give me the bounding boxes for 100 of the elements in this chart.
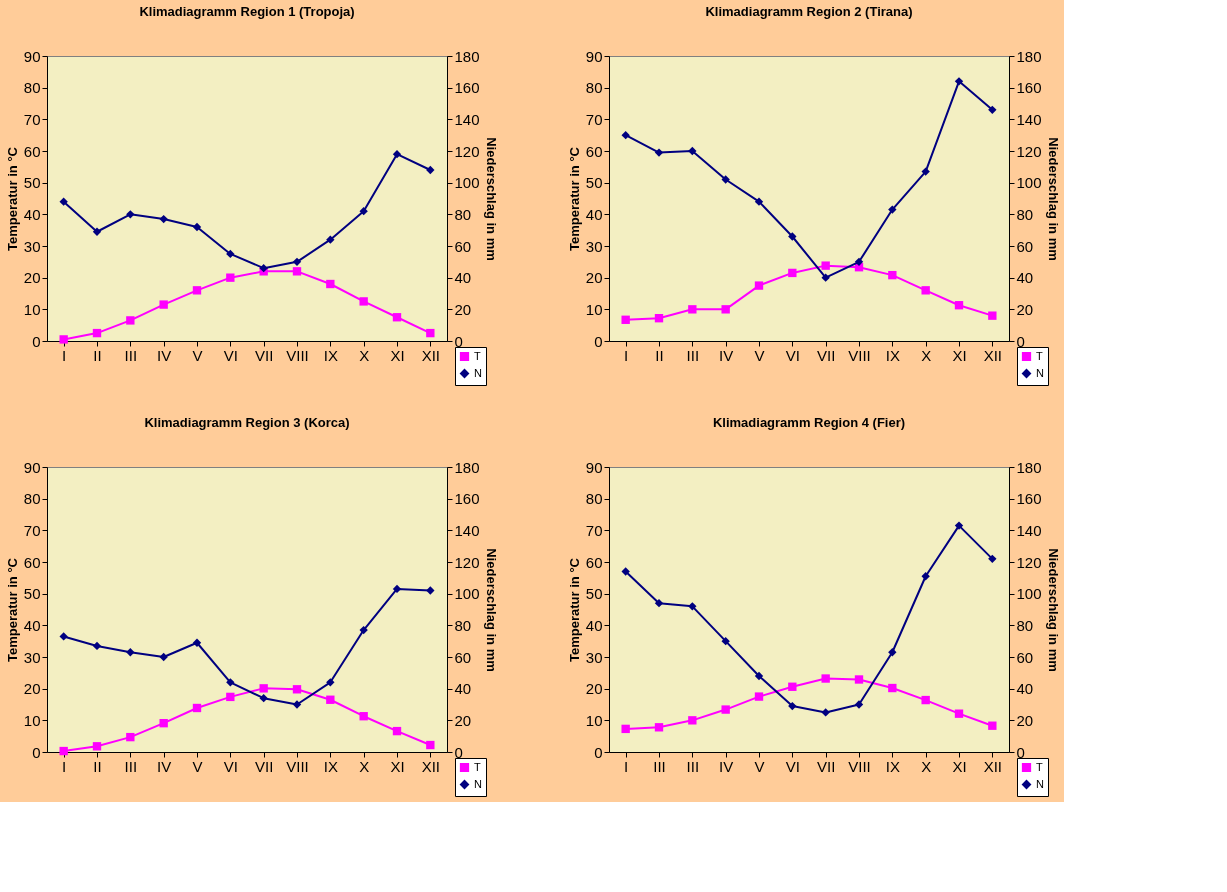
point (654, 723, 664, 732)
point (359, 625, 368, 635)
x-tick-label: III (686, 346, 700, 364)
chart-title: Klimadiagramm Region 4 (Fier) (712, 415, 906, 430)
y2-tick-label: 40 (454, 680, 472, 698)
point (392, 149, 402, 159)
x-tick-label: IV (157, 346, 172, 364)
y-tick-label: 10 (585, 711, 603, 729)
point (954, 521, 964, 530)
point (159, 300, 168, 309)
point (326, 695, 335, 704)
y-axis-title: Temperatur in °C (566, 557, 582, 662)
y2-tick-label: 120 (454, 142, 480, 160)
y-tick-label: 80 (585, 490, 603, 508)
point (326, 279, 335, 289)
point (854, 257, 864, 267)
chart-title: Klimadiagramm Region 3 (Korca) (144, 415, 350, 430)
point (59, 746, 68, 756)
y2-tick-label: 0 (1016, 743, 1025, 761)
y-tick-label: 70 (23, 521, 41, 539)
y2-tick-label: 180 (454, 47, 480, 65)
point (688, 716, 697, 725)
x-tick-label: VIII (286, 757, 309, 775)
x-tick-label: V (754, 757, 765, 775)
point (259, 684, 268, 693)
x-tick-label: III (124, 346, 138, 364)
point (788, 682, 797, 691)
point (788, 232, 797, 241)
legend-label: N (1036, 366, 1044, 379)
x-tick-label: I (62, 346, 67, 364)
point (326, 235, 335, 244)
y-tick-label: 30 (585, 237, 603, 255)
y-tick-label: 20 (585, 269, 603, 287)
x-tick-label: V (192, 346, 203, 364)
y-tick-label: 40 (585, 616, 603, 634)
y2-tick-label: 80 (454, 205, 472, 223)
x-tick-label: XI (952, 757, 967, 775)
x-tick-label: XII (421, 346, 441, 364)
y2-tick-label: 80 (1016, 616, 1034, 634)
point (226, 678, 235, 687)
point (92, 227, 102, 236)
point (426, 165, 435, 175)
point (654, 148, 664, 157)
point (954, 301, 964, 310)
point (159, 719, 168, 728)
y-tick-label: 10 (23, 300, 41, 318)
point (359, 712, 368, 721)
y-tick-label: 20 (23, 269, 41, 287)
point (888, 648, 897, 657)
point (192, 638, 202, 647)
y-tick-label: 90 (585, 458, 603, 476)
x-tick-label: IX (885, 346, 900, 364)
point (126, 316, 135, 325)
y2-tick-label: 80 (1016, 205, 1034, 223)
x-tick-label: IV (719, 346, 734, 364)
point (292, 257, 302, 267)
point (159, 652, 168, 662)
point (988, 721, 997, 730)
y-axis-title: Temperatur in °C (566, 146, 582, 251)
point (621, 130, 630, 140)
x-tick-label: II (93, 757, 102, 775)
point (192, 222, 202, 232)
x-tick-label: II (93, 346, 102, 364)
point (259, 693, 268, 703)
x-tick-label: VII (254, 757, 274, 775)
x-tick-label: XII (983, 757, 1003, 775)
point (921, 695, 930, 705)
point (688, 146, 697, 156)
y2-tick-label: 0 (454, 743, 463, 761)
y-tick-label: 80 (23, 490, 41, 508)
legend-label: T (1036, 760, 1043, 773)
y-tick-label: 90 (585, 47, 603, 65)
y2-tick-label: 100 (1016, 585, 1042, 603)
point (888, 683, 897, 693)
x-tick-label: IX (323, 346, 338, 364)
y2-axis-title: Niederschlag in mm (1045, 548, 1061, 672)
y-tick-label: 10 (585, 300, 603, 318)
x-tick-label: XI (390, 346, 405, 364)
point (854, 675, 864, 684)
x-tick-label: X (921, 346, 932, 364)
y2-tick-label: 60 (1016, 648, 1034, 666)
point (788, 268, 797, 278)
y-tick-label: 80 (23, 79, 41, 97)
y2-tick-label: 160 (454, 490, 480, 508)
legend-label: T (1036, 349, 1043, 362)
point (226, 692, 235, 702)
point (754, 197, 764, 206)
y-tick-label: 60 (585, 553, 603, 571)
x-tick-label: I (624, 757, 629, 775)
x-tick-label: VII (254, 346, 274, 364)
x-tick-label: X (359, 757, 370, 775)
x-tick-label: VI (223, 346, 238, 364)
x-tick-label: XII (983, 346, 1003, 364)
y-tick-label: 90 (23, 458, 41, 476)
x-tick-label: VIII (848, 346, 871, 364)
point (392, 313, 402, 322)
legend-label: T (474, 760, 481, 773)
x-tick-label: IV (719, 757, 734, 775)
x-tick-label: III (124, 757, 138, 775)
point (259, 263, 268, 273)
